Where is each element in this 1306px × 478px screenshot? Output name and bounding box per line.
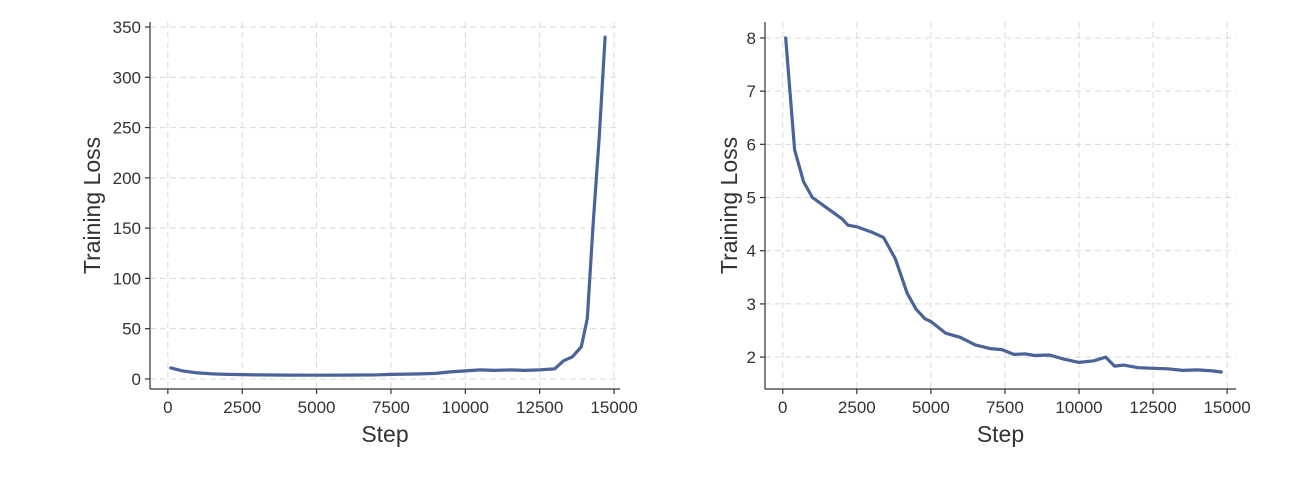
y-tick-label: 3	[747, 295, 756, 314]
x-tick-label: 0	[163, 398, 172, 417]
y-tick-label: 8	[747, 29, 756, 48]
chart-2: 0 2500 5000 7500 10000 12500 15000 2 3 4 5 6 7 8 Step T…	[716, 22, 1251, 447]
y-axis-title: Training Loss	[716, 137, 742, 274]
x-axis-title: Step	[361, 421, 408, 447]
x-tick-label: 0	[778, 398, 787, 417]
x-tick-label: 5000	[298, 398, 336, 417]
y-tick-label: 100	[113, 269, 141, 288]
y-tick-label: 50	[122, 320, 141, 339]
x-tick-label: 2500	[838, 398, 876, 417]
y-tick-label: 150	[113, 219, 141, 238]
training-loss-line	[784, 36, 1223, 374]
x-tick-label: 2500	[223, 398, 261, 417]
x-tick-label: 5000	[912, 398, 950, 417]
y-tick-label: 2	[747, 348, 756, 367]
x-tick-label: 12500	[1129, 398, 1176, 417]
chart-1: 0 2500 5000 7500 10000 12500 15000 0 50 100 150 200…	[79, 18, 638, 447]
y-tick-label: 5	[747, 189, 756, 208]
x-axis-title: Step	[977, 421, 1024, 447]
y-axis-title: Training Loss	[79, 137, 105, 274]
x-tick-label: 10000	[442, 398, 489, 417]
training-loss-line	[169, 35, 607, 377]
y-tick-label: 350	[113, 18, 141, 37]
x-tick-label: 15000	[1203, 398, 1250, 417]
y-tick-label: 0	[132, 370, 141, 389]
y-tick-label: 300	[113, 68, 141, 87]
y-tick-label: 4	[747, 242, 756, 261]
x-tick-label: 10000	[1055, 398, 1102, 417]
y-tick-label: 7	[747, 82, 756, 101]
x-tick-label: 12500	[516, 398, 563, 417]
x-tick-label: 7500	[986, 398, 1024, 417]
y-tick-label: 250	[113, 119, 141, 138]
x-tick-label: 15000	[590, 398, 637, 417]
y-tick-label: 6	[747, 135, 756, 154]
x-tick-label: 7500	[372, 398, 410, 417]
y-tick-label: 200	[113, 169, 141, 188]
